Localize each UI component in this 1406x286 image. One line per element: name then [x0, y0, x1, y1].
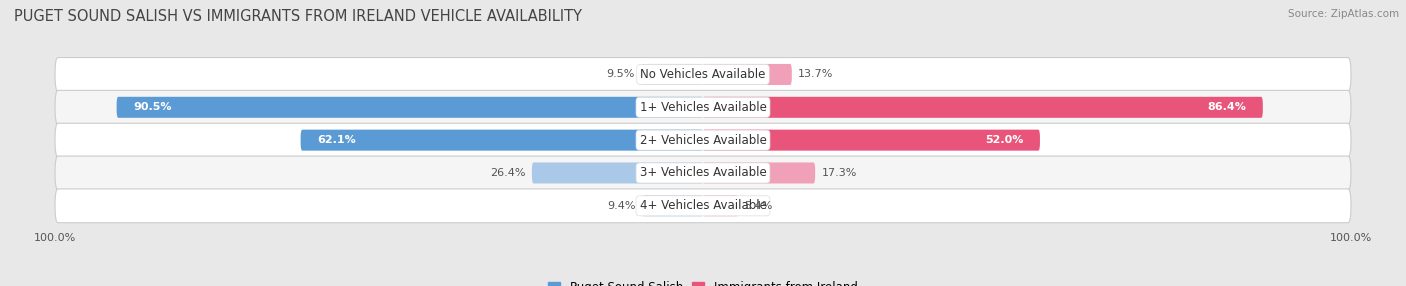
- Text: 62.1%: 62.1%: [316, 135, 356, 145]
- Text: 2+ Vehicles Available: 2+ Vehicles Available: [640, 134, 766, 147]
- Text: 1+ Vehicles Available: 1+ Vehicles Available: [640, 101, 766, 114]
- FancyBboxPatch shape: [117, 97, 703, 118]
- FancyBboxPatch shape: [703, 195, 738, 216]
- Text: 90.5%: 90.5%: [134, 102, 172, 112]
- FancyBboxPatch shape: [55, 123, 1351, 157]
- Text: 3+ Vehicles Available: 3+ Vehicles Available: [640, 166, 766, 180]
- Text: PUGET SOUND SALISH VS IMMIGRANTS FROM IRELAND VEHICLE AVAILABILITY: PUGET SOUND SALISH VS IMMIGRANTS FROM IR…: [14, 9, 582, 23]
- Text: 9.5%: 9.5%: [606, 69, 636, 80]
- Legend: Puget Sound Salish, Immigrants from Ireland: Puget Sound Salish, Immigrants from Irel…: [546, 277, 860, 286]
- FancyBboxPatch shape: [55, 189, 1351, 223]
- FancyBboxPatch shape: [641, 64, 703, 85]
- Text: 9.4%: 9.4%: [607, 201, 636, 211]
- FancyBboxPatch shape: [531, 162, 703, 184]
- Text: 26.4%: 26.4%: [489, 168, 526, 178]
- Text: 86.4%: 86.4%: [1208, 102, 1247, 112]
- FancyBboxPatch shape: [301, 130, 703, 151]
- FancyBboxPatch shape: [703, 64, 792, 85]
- Text: No Vehicles Available: No Vehicles Available: [640, 68, 766, 81]
- FancyBboxPatch shape: [643, 195, 703, 216]
- Text: Source: ZipAtlas.com: Source: ZipAtlas.com: [1288, 9, 1399, 19]
- FancyBboxPatch shape: [55, 57, 1351, 92]
- Text: 52.0%: 52.0%: [986, 135, 1024, 145]
- FancyBboxPatch shape: [703, 97, 1263, 118]
- FancyBboxPatch shape: [703, 130, 1040, 151]
- Text: 4+ Vehicles Available: 4+ Vehicles Available: [640, 199, 766, 212]
- FancyBboxPatch shape: [55, 90, 1351, 124]
- Text: 5.4%: 5.4%: [744, 201, 773, 211]
- FancyBboxPatch shape: [55, 156, 1351, 190]
- Text: 17.3%: 17.3%: [821, 168, 856, 178]
- Text: 13.7%: 13.7%: [799, 69, 834, 80]
- FancyBboxPatch shape: [703, 162, 815, 184]
